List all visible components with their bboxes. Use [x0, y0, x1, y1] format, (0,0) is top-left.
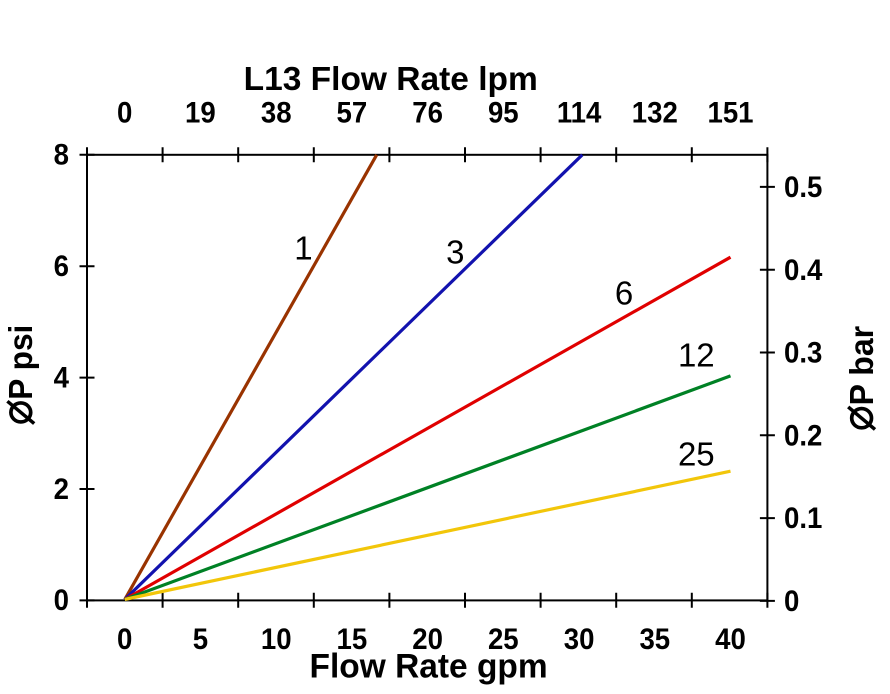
svg-text:151: 151: [707, 97, 753, 130]
svg-text:0.2: 0.2: [784, 419, 822, 452]
svg-text:35: 35: [639, 623, 670, 656]
svg-text:0.4: 0.4: [784, 254, 822, 287]
svg-text:76: 76: [412, 97, 443, 130]
svg-text:25: 25: [678, 436, 715, 473]
svg-text:0.5: 0.5: [784, 171, 822, 204]
svg-text:6: 6: [54, 250, 69, 283]
svg-text:132: 132: [632, 97, 678, 130]
svg-text:19: 19: [185, 97, 216, 130]
svg-text:2: 2: [54, 473, 69, 506]
svg-text:P bar: P bar: [843, 326, 880, 406]
svg-text:0.1: 0.1: [784, 502, 822, 535]
svg-text:0: 0: [784, 585, 799, 618]
svg-text:38: 38: [261, 97, 292, 130]
svg-text:4: 4: [54, 361, 69, 394]
svg-text:1: 1: [294, 229, 312, 266]
svg-text:0: 0: [54, 584, 69, 617]
svg-text:95: 95: [488, 97, 519, 130]
svg-text:0: 0: [117, 623, 132, 656]
svg-text:6: 6: [615, 274, 633, 311]
svg-text:L13 Flow Rate lpm: L13 Flow Rate lpm: [244, 61, 538, 98]
svg-text:0.3: 0.3: [784, 337, 822, 370]
svg-text:10: 10: [261, 623, 292, 656]
svg-text:Flow Rate gpm: Flow Rate gpm: [310, 647, 548, 685]
svg-text:25: 25: [488, 623, 519, 656]
svg-text:30: 30: [564, 623, 595, 656]
svg-text:5: 5: [193, 623, 208, 656]
svg-text:15: 15: [337, 623, 368, 656]
svg-text:8: 8: [54, 139, 69, 172]
svg-text:57: 57: [337, 97, 368, 130]
svg-text:20: 20: [412, 623, 443, 656]
svg-text:40: 40: [715, 623, 746, 656]
svg-text:3: 3: [446, 233, 464, 270]
svg-text:114: 114: [557, 97, 602, 130]
svg-text:0: 0: [117, 97, 132, 130]
svg-text:12: 12: [678, 336, 715, 373]
svg-text:P psi: P psi: [2, 325, 39, 400]
